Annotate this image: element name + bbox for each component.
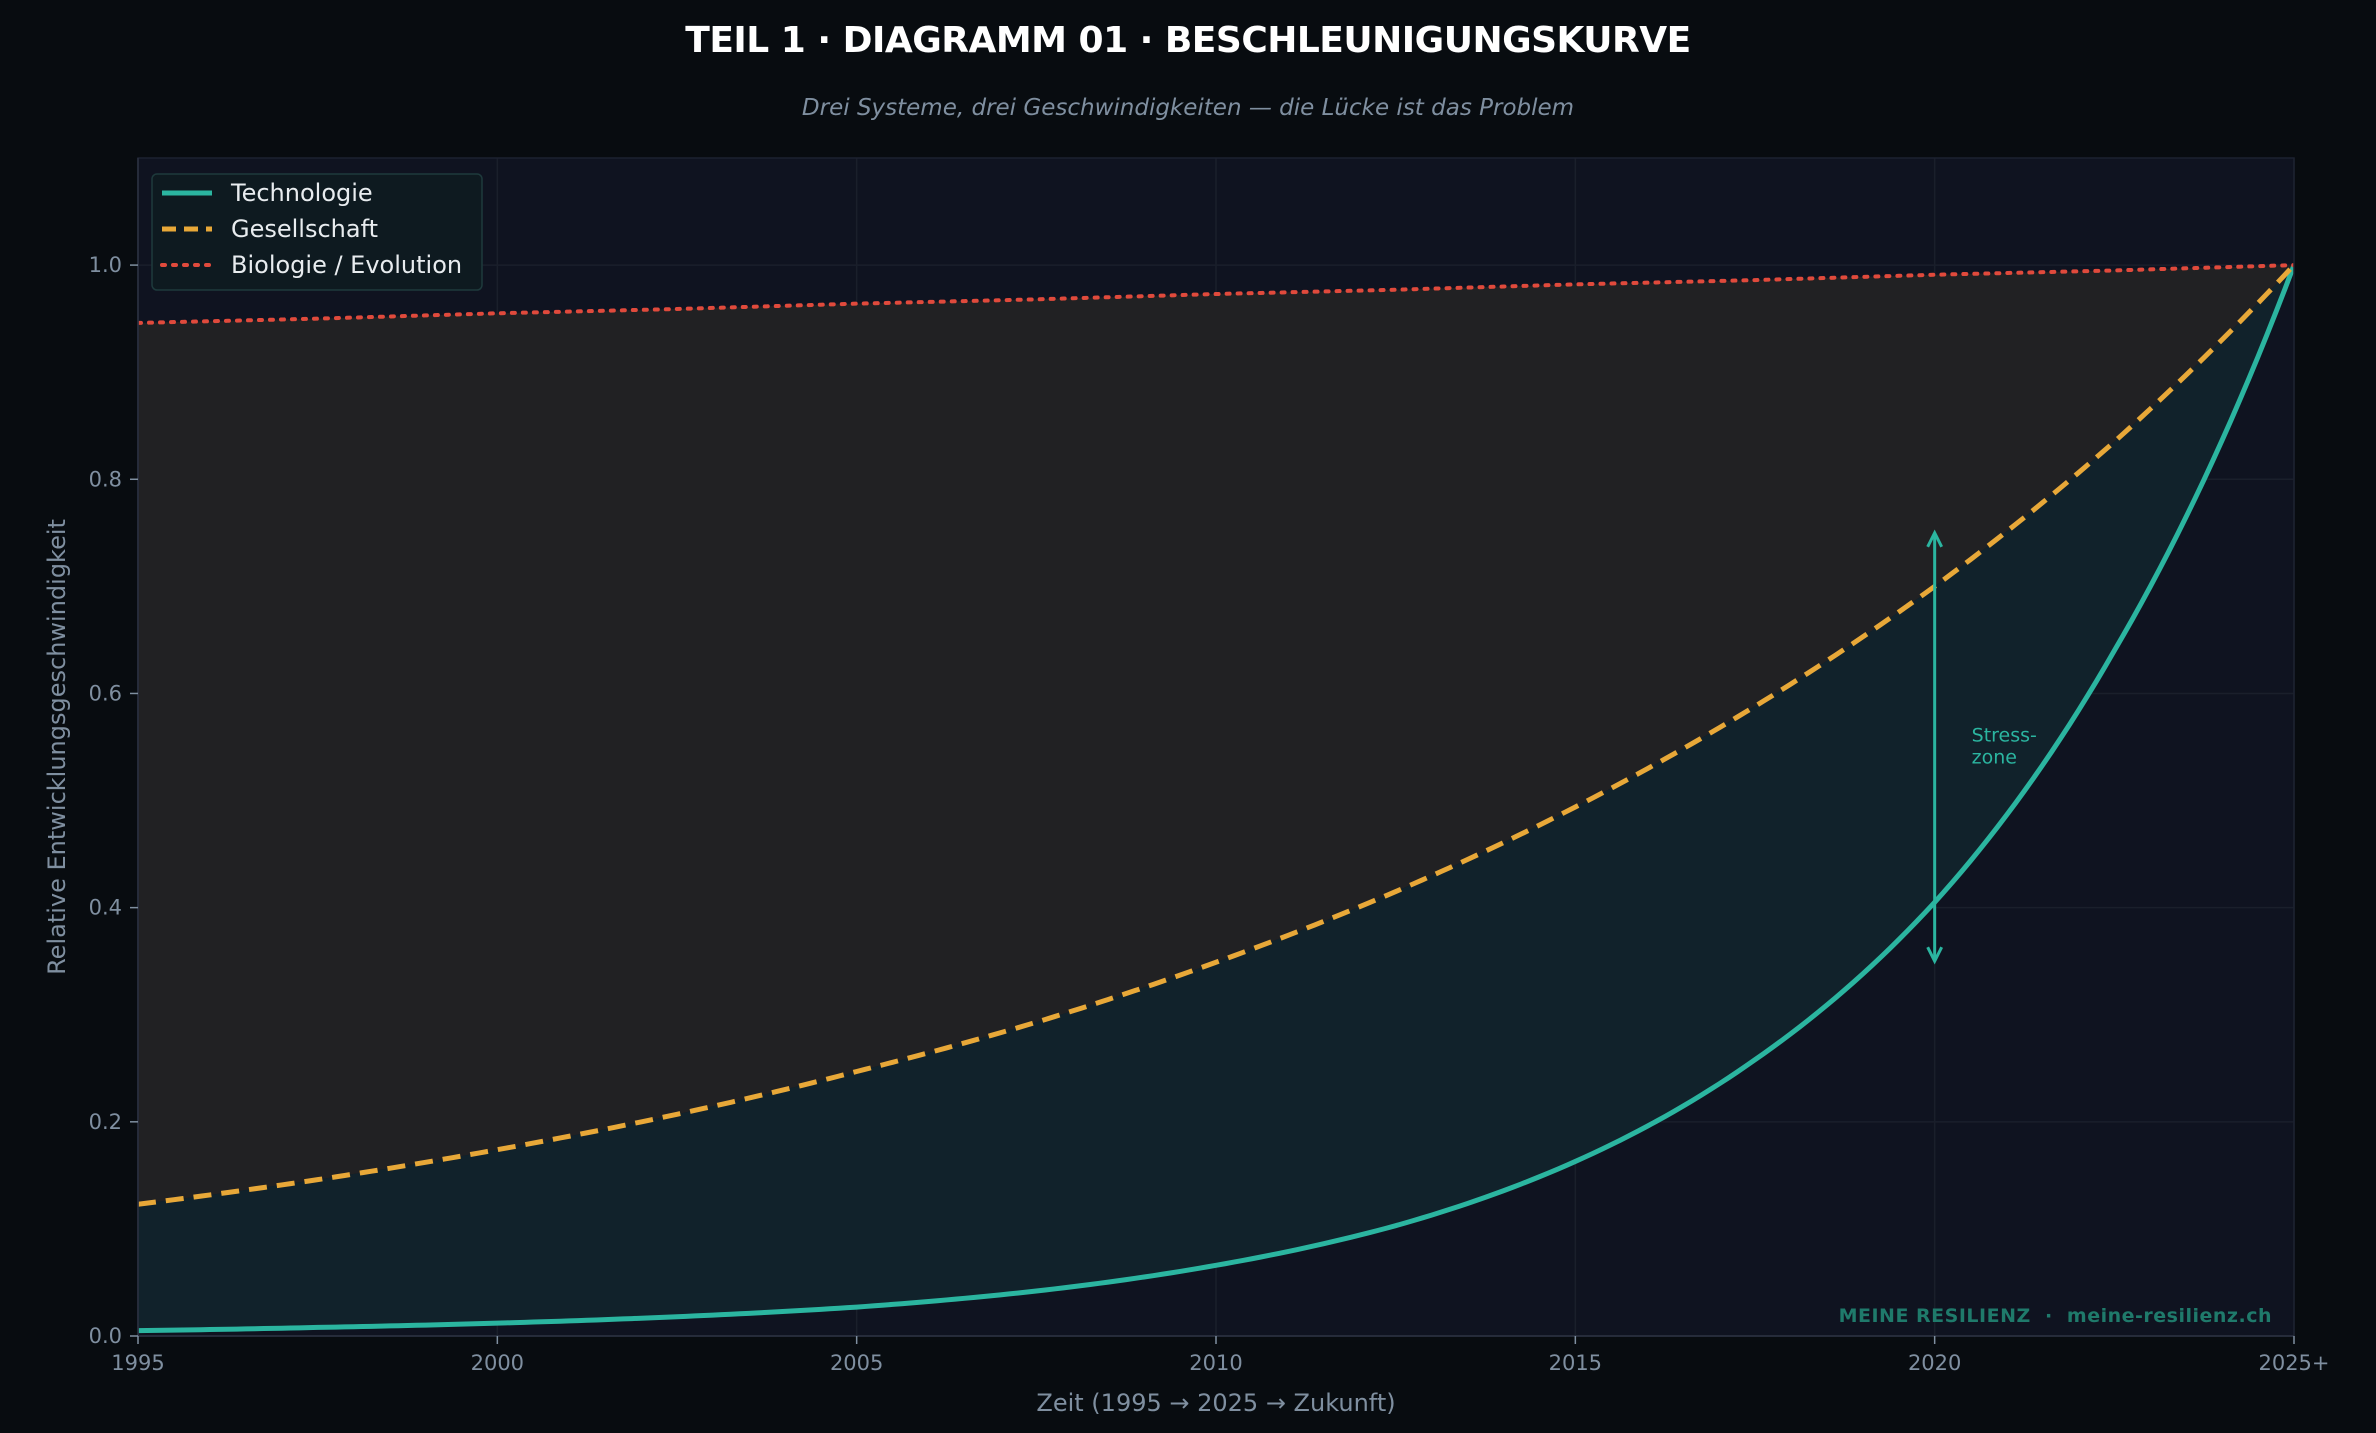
- series-line-biologie: [138, 263, 2294, 325]
- chart-subtitle: Drei Systeme, drei Geschwindigkeiten — d…: [801, 95, 1575, 121]
- legend-label-biologie: Biologie / Evolution: [231, 251, 462, 279]
- x-tick-label: 1995: [111, 1351, 164, 1375]
- x-tick-label: 2020: [1908, 1351, 1961, 1375]
- gap-fill-biologie-gesellschaft: [138, 265, 2294, 1205]
- stress-zone-arrowhead-top: [1926, 529, 1944, 548]
- chart-title: TEIL 1 · DIAGRAMM 01 · BESCHLEUNIGUNGSKU…: [685, 20, 1691, 61]
- x-tick-label: 2015: [1549, 1351, 1602, 1375]
- stress-zone-annotation: Stress- zone: [1926, 529, 2043, 965]
- stress-zone-arrowhead-bottom: [1926, 946, 1944, 965]
- x-tick-label: 2000: [471, 1351, 524, 1375]
- legend-box: [151, 173, 483, 291]
- legend-label-technologie: Technologie: [230, 179, 373, 207]
- y-tick-label: 0.8: [89, 467, 122, 491]
- gap-fill-gesellschaft-technologie: [138, 265, 2294, 1331]
- y-tick-label: 0.0: [89, 1324, 122, 1348]
- y-tick-label: 0.2: [89, 1110, 122, 1134]
- y-tick-label: 0.4: [89, 896, 122, 920]
- watermark: MEINE RESILIENZ · meine-resilienz.ch: [1839, 1305, 2272, 1327]
- y-tick-label: 0.6: [89, 681, 122, 705]
- legend: Technologie Gesellschaft Biologie / Evolut…: [151, 173, 483, 291]
- legend-label-gesellschaft: Gesellschaft: [231, 215, 378, 243]
- axes: 1995 2000 2005 2010 2015 2020 2025+ 0.0 0.2 0.4 0.…: [89, 158, 2330, 1375]
- x-tick-label: 2005: [830, 1351, 883, 1375]
- x-tick-label: 2025+: [2258, 1351, 2329, 1375]
- y-axis-label: Relative Entwicklungsgeschwindigkeit: [43, 519, 71, 975]
- stress-zone-label: Stress- zone: [1972, 725, 2043, 769]
- x-axis-label: Zeit (1995 → 2025 → Zukunft): [1036, 1389, 1395, 1417]
- stress-zone-label-line2: zone: [1972, 747, 2017, 769]
- y-tick-label: 1.0: [89, 253, 122, 277]
- stress-zone-label-line1: Stress-: [1972, 725, 2037, 747]
- x-tick-label: 2010: [1189, 1351, 1242, 1375]
